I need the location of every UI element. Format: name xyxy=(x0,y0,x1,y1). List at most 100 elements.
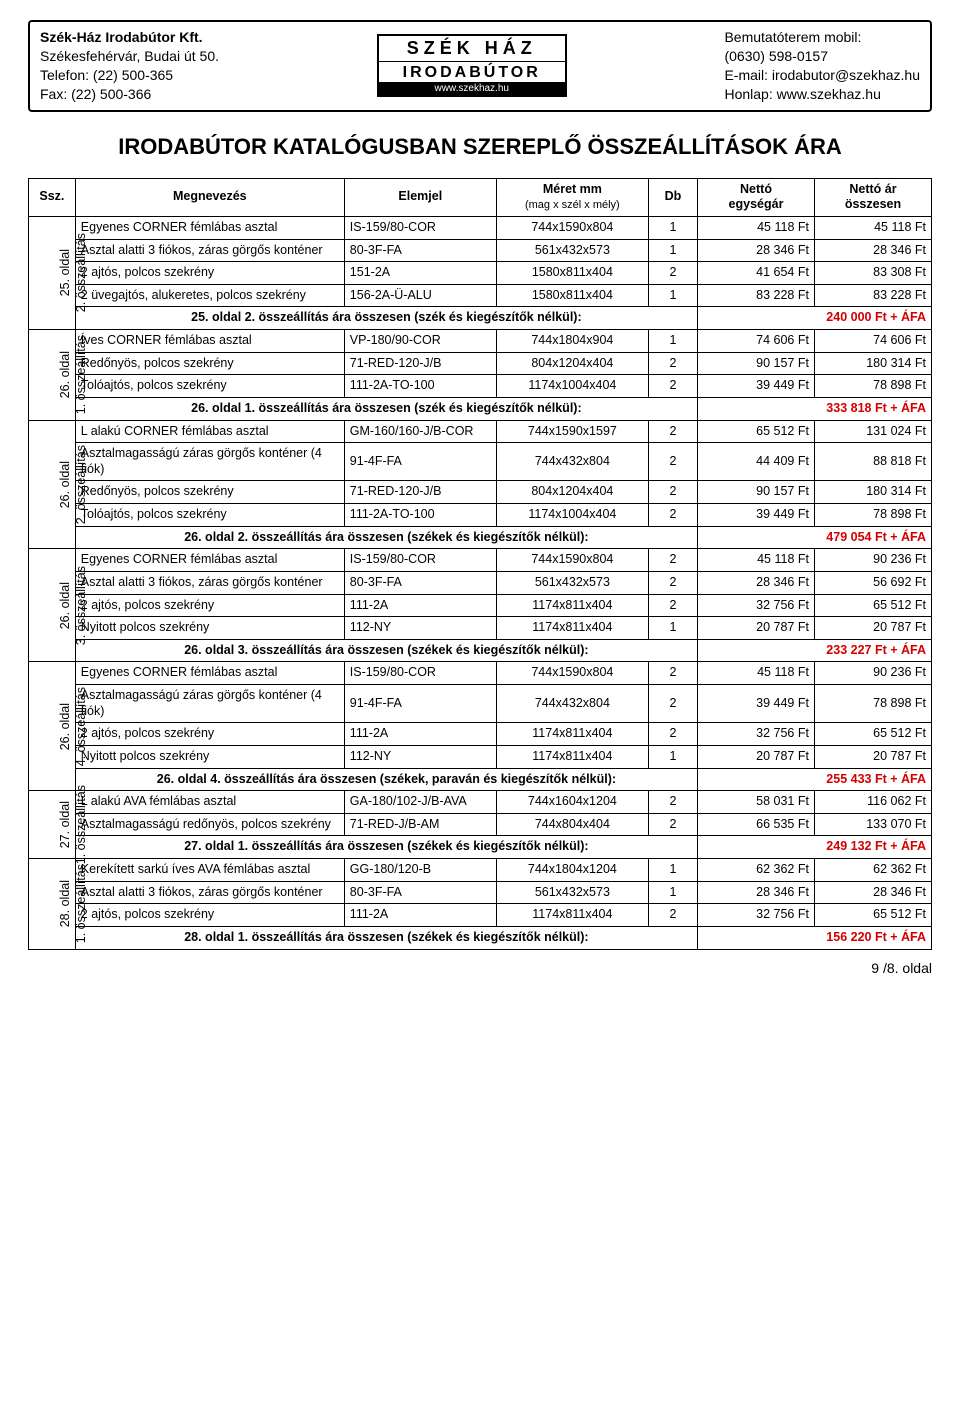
table-row: Asztal alatti 3 fiókos, záras görgős kon… xyxy=(29,881,932,904)
cell-unit: 20 787 Ft xyxy=(698,617,815,640)
cell-db: 2 xyxy=(648,481,697,504)
cell-db: 2 xyxy=(648,813,697,836)
cell-unit: 41 654 Ft xyxy=(698,262,815,285)
cell-db: 2 xyxy=(648,443,697,481)
th-meret-l2: (mag x szél x mély) xyxy=(525,199,620,211)
cell-meret: 561x432x573 xyxy=(496,571,648,594)
cell-elem: 112-NY xyxy=(344,617,496,640)
total-row: 25. oldal 2. összeállítás ára összesen (… xyxy=(29,307,932,330)
table-row: Asztal alatti 3 fiókos, záras görgős kon… xyxy=(29,239,932,262)
cell-name: Asztalmagasságú záras görgős konténer (4… xyxy=(75,685,344,723)
group-label: 25. oldal2. összeállítás xyxy=(29,216,76,329)
cell-unit: 32 756 Ft xyxy=(698,723,815,746)
total-row: 26. oldal 1. összeállítás ára összesen (… xyxy=(29,397,932,420)
table-row: 2 üvegajtós, alukeretes, polcos szekrény… xyxy=(29,284,932,307)
th-unit: Nettó egységár xyxy=(698,178,815,216)
cell-meret: 561x432x573 xyxy=(496,881,648,904)
cell-db: 1 xyxy=(648,284,697,307)
cell-elem: 80-3F-FA xyxy=(344,571,496,594)
web: Honlap: www.szekhaz.hu xyxy=(724,85,920,104)
table-row: 26. oldal2. összeállításL alakú CORNER f… xyxy=(29,420,932,443)
total-row: 26. oldal 4. összeállítás ára összesen (… xyxy=(29,768,932,791)
total-label: 26. oldal 2. összeállítás ára összesen (… xyxy=(75,526,697,549)
cell-name: Asztalmagasságú záras görgős konténer (4… xyxy=(75,443,344,481)
table-row: 2 ajtós, polcos szekrény111-2A1174x811x4… xyxy=(29,594,932,617)
table-row: 27. oldal1. összeállításL alakú AVA féml… xyxy=(29,791,932,814)
logo-mid: IRODABÚTOR xyxy=(379,64,565,82)
cell-sum: 20 787 Ft xyxy=(814,745,931,768)
cell-elem: 112-NY xyxy=(344,745,496,768)
cell-elem: 111-2A-TO-100 xyxy=(344,375,496,398)
th-ssz: Ssz. xyxy=(29,178,76,216)
cell-name: 2 ajtós, polcos szekrény xyxy=(75,262,344,285)
cell-sum: 65 512 Ft xyxy=(814,723,931,746)
cell-db: 1 xyxy=(648,881,697,904)
cell-name: 2 ajtós, polcos szekrény xyxy=(75,723,344,746)
cell-db: 2 xyxy=(648,420,697,443)
cell-sum: 62 362 Ft xyxy=(814,859,931,882)
cell-unit: 66 535 Ft xyxy=(698,813,815,836)
table-row: Nyitott polcos szekrény112-NY1174x811x40… xyxy=(29,617,932,640)
cell-sum: 116 062 Ft xyxy=(814,791,931,814)
cell-elem: 71-RED-120-J/B xyxy=(344,352,496,375)
cell-unit: 28 346 Ft xyxy=(698,881,815,904)
cell-elem: 111-2A xyxy=(344,723,496,746)
table-row: Nyitott polcos szekrény112-NY1174x811x40… xyxy=(29,745,932,768)
total-value: 156 220 Ft + ÁFA xyxy=(698,926,932,949)
cell-elem: 91-4F-FA xyxy=(344,443,496,481)
cell-elem: GG-180/120-B xyxy=(344,859,496,882)
cell-name: Nyitott polcos szekrény xyxy=(75,617,344,640)
total-value: 333 818 Ft + ÁFA xyxy=(698,397,932,420)
cell-meret: 1174x811x404 xyxy=(496,723,648,746)
cell-meret: 1174x811x404 xyxy=(496,745,648,768)
cell-name: Egyenes CORNER fémlábas asztal xyxy=(75,216,344,239)
cell-meret: 744x1590x804 xyxy=(496,549,648,572)
cell-db: 2 xyxy=(648,549,697,572)
th-elem: Elemjel xyxy=(344,178,496,216)
table-row: Asztalmagasságú záras görgős konténer (4… xyxy=(29,685,932,723)
cell-sum: 78 898 Ft xyxy=(814,685,931,723)
th-sum-l2: összesen xyxy=(845,197,901,211)
total-label: 26. oldal 1. összeállítás ára összesen (… xyxy=(75,397,697,420)
header-right: Bemutatóterem mobil: (0630) 598-0157 E-m… xyxy=(724,28,920,104)
cell-sum: 180 314 Ft xyxy=(814,481,931,504)
cell-unit: 58 031 Ft xyxy=(698,791,815,814)
total-row: 26. oldal 3. összeállítás ára összesen (… xyxy=(29,639,932,662)
cell-db: 2 xyxy=(648,662,697,685)
cell-unit: 62 362 Ft xyxy=(698,859,815,882)
group-label: 26. oldal4. összeállítás xyxy=(29,662,76,791)
cell-sum: 180 314 Ft xyxy=(814,352,931,375)
table-row: Asztalmagasságú záras görgős konténer (4… xyxy=(29,443,932,481)
mobile-label: Bemutatóterem mobil: xyxy=(724,28,920,47)
cell-db: 2 xyxy=(648,262,697,285)
cell-name: 2 üvegajtós, alukeretes, polcos szekrény xyxy=(75,284,344,307)
cell-meret: 1174x811x404 xyxy=(496,904,648,927)
table-row: Asztalmagasságú redőnyös, polcos szekrén… xyxy=(29,813,932,836)
total-label: 27. oldal 1. összeállítás ára összesen (… xyxy=(75,836,697,859)
cell-unit: 45 118 Ft xyxy=(698,216,815,239)
cell-meret: 804x1204x404 xyxy=(496,481,648,504)
cell-elem: IS-159/80-COR xyxy=(344,662,496,685)
th-sum-l1: Nettó ár xyxy=(849,182,896,196)
cell-name: Tolóajtós, polcos szekrény xyxy=(75,504,344,527)
cell-db: 2 xyxy=(648,685,697,723)
table-row: Tolóajtós, polcos szekrény111-2A-TO-1001… xyxy=(29,375,932,398)
cell-sum: 133 070 Ft xyxy=(814,813,931,836)
cell-meret: 744x432x804 xyxy=(496,685,648,723)
cell-name: Egyenes CORNER fémlábas asztal xyxy=(75,549,344,572)
total-value: 233 227 Ft + ÁFA xyxy=(698,639,932,662)
cell-name: Redőnyös, polcos szekrény xyxy=(75,481,344,504)
cell-elem: 111-2A-TO-100 xyxy=(344,504,496,527)
cell-db: 1 xyxy=(648,216,697,239)
logo: SZÉK HÁZ IRODABÚTOR www.szekhaz.hu xyxy=(369,28,575,104)
th-meret: Méret mm (mag x szél x mély) xyxy=(496,178,648,216)
total-label: 25. oldal 2. összeállítás ára összesen (… xyxy=(75,307,697,330)
table-row: 26. oldal3. összeállításEgyenes CORNER f… xyxy=(29,549,932,572)
cell-unit: 65 512 Ft xyxy=(698,420,815,443)
cell-unit: 39 449 Ft xyxy=(698,504,815,527)
cell-name: 2 ajtós, polcos szekrény xyxy=(75,904,344,927)
total-value: 255 433 Ft + ÁFA xyxy=(698,768,932,791)
cell-sum: 78 898 Ft xyxy=(814,504,931,527)
total-label: 26. oldal 3. összeállítás ára összesen (… xyxy=(75,639,697,662)
table-row: 2 ajtós, polcos szekrény111-2A1174x811x4… xyxy=(29,904,932,927)
